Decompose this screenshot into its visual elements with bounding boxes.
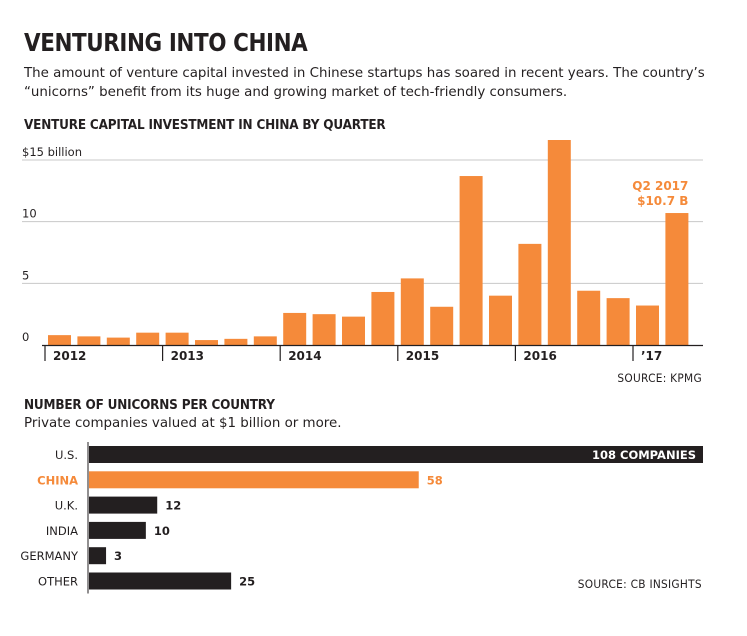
value-label: 25 [239,575,255,589]
value-label: 12 [165,499,181,513]
bar-q2-2012 [77,336,101,345]
bar-q4-2015 [489,295,512,345]
bar-q1-2016 [518,243,542,345]
unicorn-chart-subtitle: Private companies valued at $1 billion o… [24,416,342,431]
annotation-line2: $10.7 B [637,194,688,208]
y-tick-label: $15 billion [22,145,82,159]
dek: The amount of venture capital invested i… [24,66,705,100]
y-tick-label: 0 [22,330,29,344]
bar-india [89,521,146,539]
year-label: 2013 [171,349,204,363]
vc-chart-title: VENTURE CAPITAL INVESTMENT IN CHINA BY Q… [24,118,386,133]
unicorn-bar-chart: U.S. 108 COMPANIES CHINA 58 U.K. 12 INDIA 10 GER… [20,442,703,594]
bar-q4-2016 [606,298,630,345]
value-label: 58 [427,473,443,487]
country-label: U.K. [55,499,78,513]
bar-q3-2015 [459,176,483,345]
bar-uk [89,496,158,514]
bar-q3-2012 [106,337,130,345]
country-label: U.S. [55,448,78,462]
bar-other [89,572,232,590]
bar-q2-2015 [430,306,454,345]
bar-q4-2014 [371,291,395,345]
bar-q3-2016 [577,290,601,345]
year-label: 2015 [406,349,439,363]
bar-q2-2016 [547,140,571,345]
bar-q2-2013 [195,340,218,345]
bar-china [89,471,419,489]
bar-germany [89,547,107,565]
vc-bar-chart: $15 billion 10 5 0 2012 2013 2014 2015 2016 ’17 Q2… [22,140,703,363]
headline: VENTURING INTO CHINA [24,28,308,57]
bar-q1-2015 [400,278,424,345]
bar-q1-2013 [165,332,189,345]
bar-q1-2012 [48,335,71,345]
bar-q1-2017 [636,305,659,345]
country-label: OTHER [38,575,78,589]
bar-q3-2013 [224,338,248,345]
bar-q2-2014 [312,314,336,345]
y-tick-label: 10 [22,207,37,221]
kpmg-source: SOURCE: KPMG [617,371,702,385]
bar-q2-2017 [665,213,689,345]
year-label: 2012 [53,349,86,363]
value-label: 10 [154,524,170,538]
bar-us [89,446,703,463]
country-label: GERMANY [20,549,79,563]
bar-q4-2013 [253,336,277,345]
year-label: 2016 [523,349,556,363]
bar-q1-2014 [283,312,307,345]
annotation-line1: Q2 2017 [632,179,688,193]
country-label: CHINA [37,473,78,487]
value-label: 3 [114,549,122,563]
country-label: INDIA [46,524,78,538]
cb-insights-source: SOURCE: CB INSIGHTS [577,577,702,591]
bar-q3-2014 [342,316,365,345]
unicorn-chart-title: NUMBER OF UNICORNS PER COUNTRY [24,398,275,413]
year-label: ’17 [641,349,662,363]
value-label: 108 COMPANIES [592,448,696,462]
year-label: 2014 [288,349,321,363]
y-tick-label: 5 [22,268,29,282]
bar-q4-2012 [136,332,160,345]
